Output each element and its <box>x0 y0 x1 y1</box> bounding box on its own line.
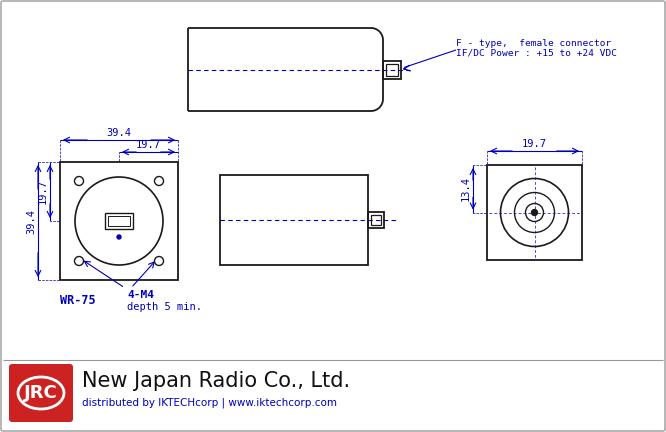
Text: New Japan Radio Co., Ltd.: New Japan Radio Co., Ltd. <box>82 371 350 391</box>
Bar <box>105 213 133 229</box>
Bar <box>386 64 398 76</box>
Bar <box>220 175 368 265</box>
Text: JRC: JRC <box>24 384 58 402</box>
Text: 39.4: 39.4 <box>26 209 36 234</box>
Bar <box>108 216 130 226</box>
Bar <box>487 165 582 260</box>
Bar <box>371 215 381 225</box>
Text: 39.4: 39.4 <box>107 128 131 138</box>
Bar <box>60 162 178 280</box>
Text: depth 5 min.: depth 5 min. <box>127 302 202 312</box>
Text: 13.4: 13.4 <box>461 176 471 201</box>
Circle shape <box>531 210 537 216</box>
Text: distributed by IKTECHcorp | www.iktechcorp.com: distributed by IKTECHcorp | www.iktechco… <box>82 397 337 407</box>
Text: 19.7: 19.7 <box>38 179 48 204</box>
Text: 19.7: 19.7 <box>522 139 547 149</box>
Circle shape <box>117 235 121 239</box>
Text: WR-75: WR-75 <box>60 294 96 307</box>
FancyBboxPatch shape <box>9 364 73 422</box>
Text: 19.7: 19.7 <box>136 140 161 150</box>
Text: 4-M4: 4-M4 <box>127 290 154 300</box>
Text: IF/DC Power : +15 to +24 VDC: IF/DC Power : +15 to +24 VDC <box>456 49 617 58</box>
Bar <box>368 212 384 228</box>
Text: F - type,  female connector: F - type, female connector <box>456 39 611 48</box>
Bar <box>383 60 401 79</box>
